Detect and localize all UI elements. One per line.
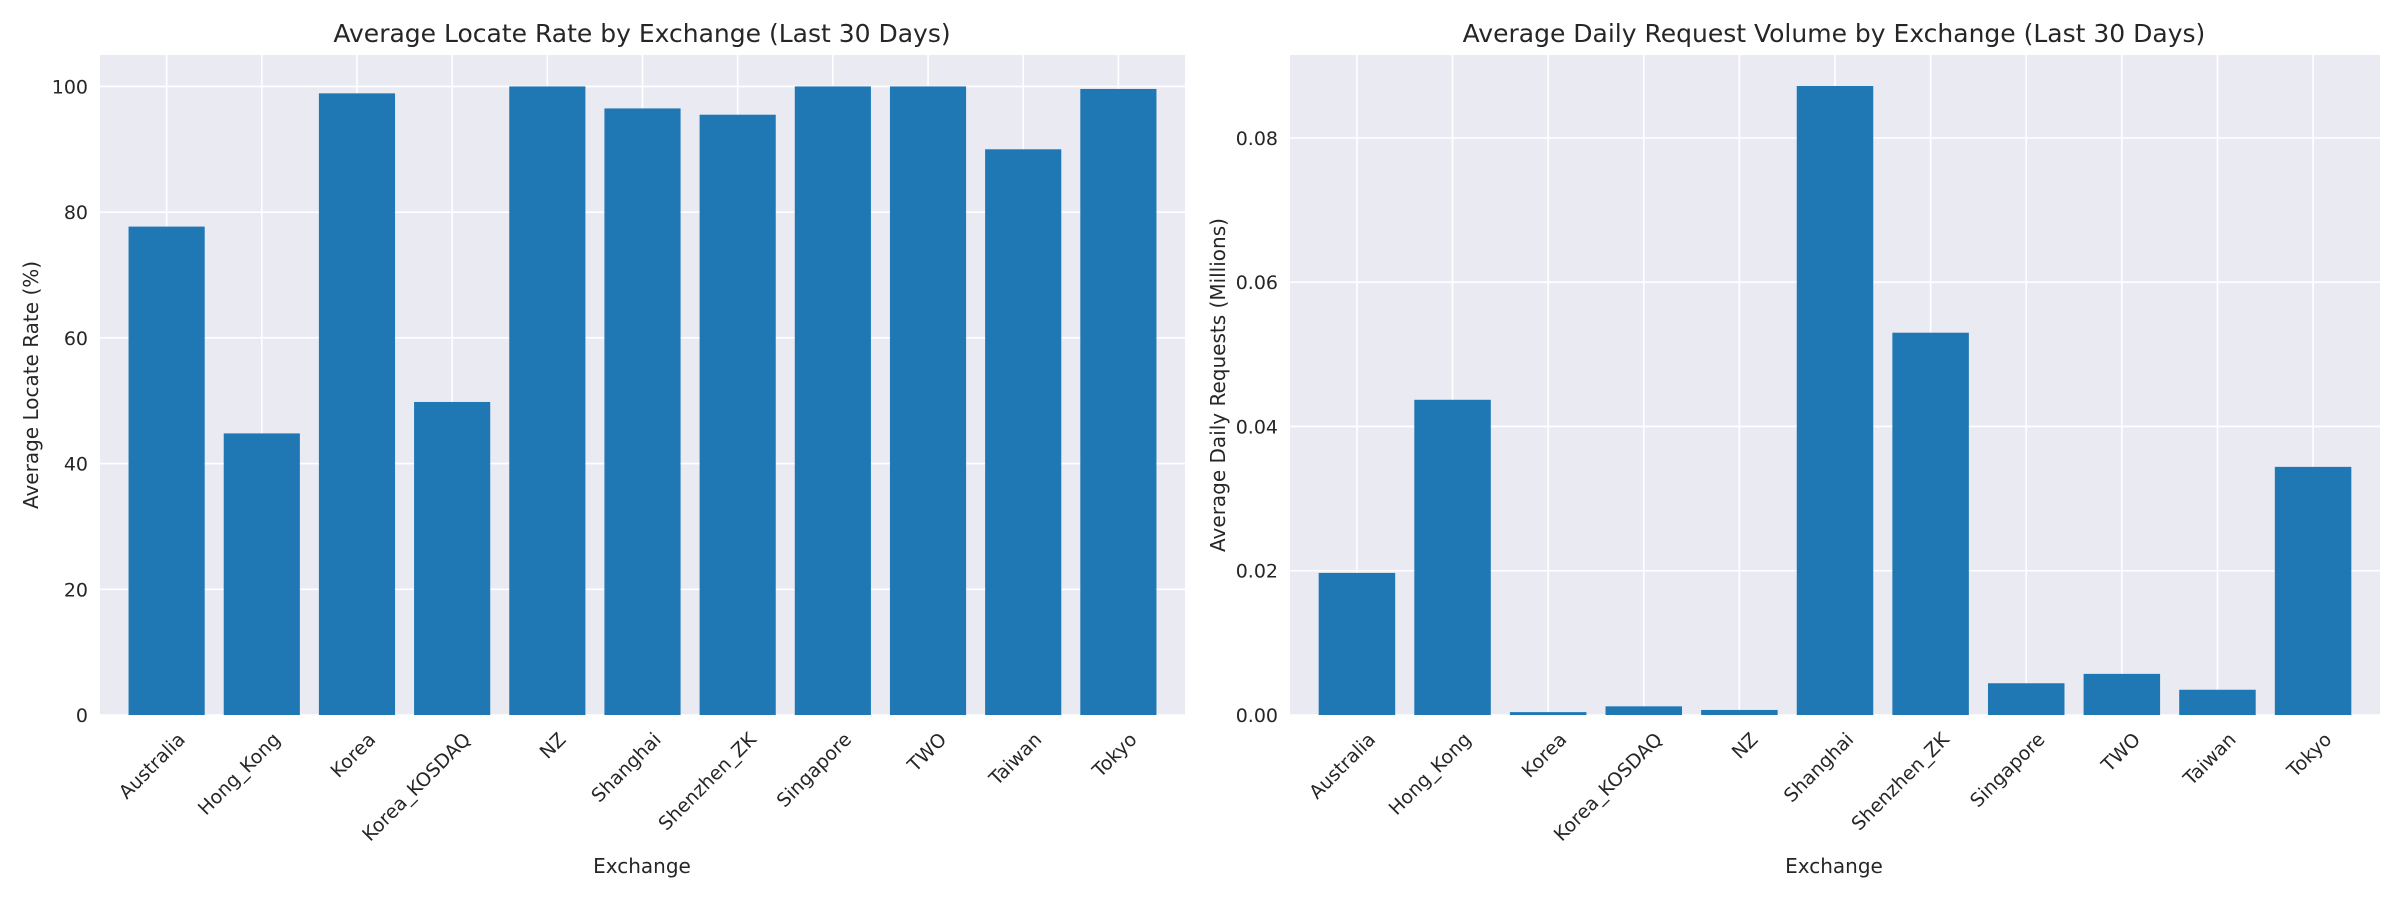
x-tick-label: TWO	[2097, 729, 2145, 777]
x-tick-label: Singapore	[773, 729, 856, 812]
bar-two	[2083, 673, 2161, 715]
bar-two	[889, 86, 967, 715]
x-tick-label: TWO	[903, 729, 951, 777]
request-volume-panel: Average Daily Request Volume by Exchange…	[1206, 19, 2380, 878]
y-tick-label: 40	[64, 454, 88, 476]
x-tick-label: Shenzhen_ZK	[654, 728, 761, 835]
x-tick-label: Australia	[1305, 729, 1380, 804]
y-tick-label: 80	[64, 202, 88, 224]
bar-taiwan	[985, 149, 1062, 716]
bar-singapore	[794, 86, 871, 715]
bar-singapore	[1987, 683, 2065, 715]
x-tick-label: Singapore	[1966, 729, 2049, 812]
bar-shenzhen-zk	[1892, 332, 1969, 715]
y-tick-label: 100	[52, 76, 88, 98]
x-tick-label: Hong_Kong	[194, 729, 285, 820]
bar-hong-kong	[223, 433, 300, 715]
x-tick-label: Tokyo	[2282, 729, 2336, 783]
bar-taiwan	[2179, 689, 2256, 715]
bar-nz	[509, 86, 586, 715]
bar-shenzhen-zk	[699, 114, 776, 715]
y-axis-label: Average Daily Requests (Millions)	[1206, 218, 1230, 552]
y-tick-label: 0	[76, 705, 88, 727]
bar-korea-kosdaq	[1605, 706, 1683, 715]
y-tick-label: 20	[64, 579, 88, 601]
bar-korea	[318, 93, 396, 716]
y-tick-label: 0.00	[1236, 705, 1278, 727]
bar-australia	[1318, 572, 1396, 715]
y-axis-label: Average Locate Rate (%)	[19, 261, 43, 509]
bar-hong-kong	[1414, 399, 1491, 715]
bar-korea-kosdaq	[414, 401, 491, 715]
x-tick-label: Taiwan	[2179, 729, 2241, 791]
bar-korea	[1509, 712, 1587, 715]
x-tick-label: Tokyo	[1088, 729, 1142, 783]
x-tick-label: Shanghai	[1780, 729, 1858, 807]
y-tick-label: 0.02	[1236, 561, 1278, 583]
bar-tokyo	[1080, 88, 1157, 715]
x-tick-label: Australia	[115, 729, 190, 804]
x-axis-label: Exchange	[593, 854, 691, 878]
bar-shanghai	[1796, 86, 1874, 715]
x-tick-label: Korea	[1518, 729, 1572, 783]
bar-nz	[1701, 709, 1778, 715]
bar-australia	[128, 226, 205, 715]
y-tick-label: 60	[64, 328, 88, 350]
x-tick-label: NZ	[1728, 729, 1763, 764]
y-tick-label: 0.08	[1236, 128, 1278, 150]
x-tick-label: Shenzhen_ZK	[1847, 728, 1954, 835]
chart-title: Average Daily Request Volume by Exchange…	[1463, 19, 2206, 48]
bar-tokyo	[2274, 466, 2352, 715]
x-tick-label: Hong_Kong	[1385, 729, 1476, 820]
x-tick-label: Korea	[326, 729, 380, 783]
chart-title: Average Locate Rate by Exchange (Last 30…	[333, 19, 950, 48]
y-tick-label: 0.06	[1236, 272, 1278, 294]
x-axis-label: Exchange	[1785, 854, 1883, 878]
locate-rate-panel: Average Locate Rate by Exchange (Last 30…	[19, 19, 1185, 878]
x-tick-label: Taiwan	[984, 729, 1046, 791]
x-tick-label: NZ	[536, 729, 571, 764]
x-tick-label: Shanghai	[587, 729, 665, 807]
y-tick-label: 0.04	[1236, 416, 1278, 438]
bar-shanghai	[604, 108, 681, 715]
